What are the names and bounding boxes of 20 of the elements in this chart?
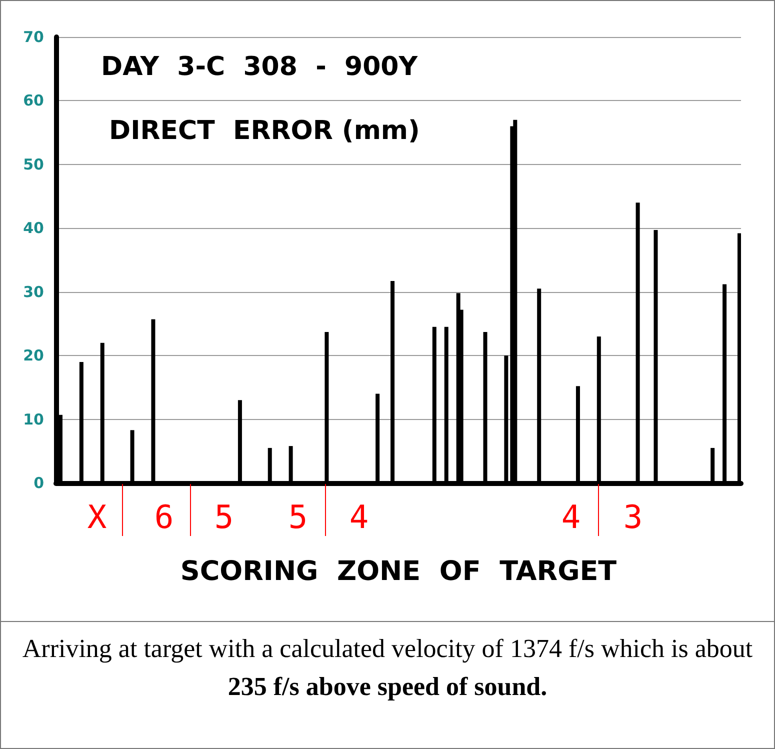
- y-tick-label: 40: [23, 219, 44, 238]
- y-tick-label: 10: [23, 410, 44, 428]
- y-tick-label: 20: [23, 346, 44, 365]
- text: X: [87, 498, 107, 536]
- text: 235 f/s above speed of sound.: [228, 672, 548, 701]
- y-tick-label: 30: [23, 282, 44, 301]
- y-tick-label: 0: [34, 474, 44, 492]
- text: 5: [214, 498, 234, 536]
- text: 4: [349, 498, 369, 536]
- y-tick-label: 70: [23, 28, 44, 46]
- text: DIRECT ERROR (mm): [109, 116, 420, 146]
- y-tick-label: 60: [23, 92, 44, 110]
- x-axis-title: SCORING ZONE OF TARGET: [180, 556, 618, 587]
- text: 5: [288, 498, 308, 536]
- text: 4: [561, 498, 581, 536]
- text: 3: [623, 498, 643, 536]
- text: Arriving at target with a calculated velocity of 1374 f/s which is about: [22, 634, 753, 663]
- text: 6: [154, 498, 174, 536]
- y-tick-label: 50: [23, 155, 44, 174]
- text: DAY 3-C 308 - 900Y: [101, 52, 419, 82]
